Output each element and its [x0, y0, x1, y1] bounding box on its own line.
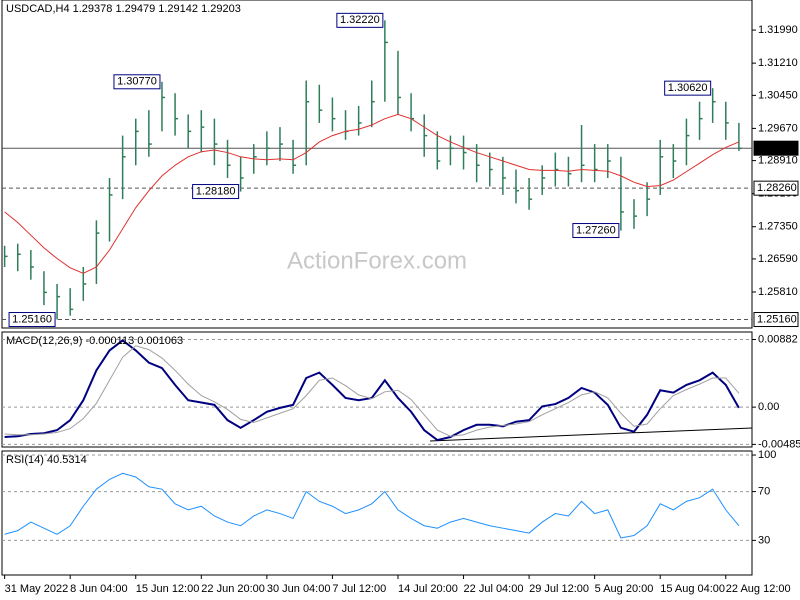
trend-line — [429, 427, 753, 442]
panel-frame — [1, 331, 753, 448]
y-tick-label: 1.31210 — [758, 57, 798, 69]
annotation-box — [8, 312, 56, 328]
x-tick-label: 5 Aug 20:00 — [595, 583, 654, 595]
annotation-box — [572, 223, 620, 239]
x-tick-label: 22 Aug 12:00 — [726, 583, 791, 595]
level-label: 1.29203 — [757, 142, 797, 154]
y-tick-label: 1.27350 — [758, 221, 798, 233]
y-tick-label: 0.00882 — [758, 333, 798, 345]
panel-frame — [1, 0, 753, 329]
y-tick-label: 30 — [758, 534, 770, 546]
panel-title: RSI(14) 40.5314 — [6, 454, 87, 466]
x-tick-label: 15 Jun 12:00 — [136, 583, 200, 595]
y-tick-label: 1.29670 — [758, 122, 798, 134]
annotation-box — [113, 74, 161, 90]
level-label: 1.28260 — [757, 182, 797, 194]
y-tick-label: 70 — [758, 486, 770, 498]
panel-title: USDCAD,H4 1.29378 1.29479 1.29142 1.2920… — [6, 3, 241, 15]
level-label-box — [753, 180, 799, 196]
annotation-label: 1.30620 — [668, 82, 708, 94]
y-tick-label: 100 — [758, 449, 776, 461]
annotation-box — [192, 184, 240, 200]
x-tick-label: 14 Jul 20:00 — [398, 583, 458, 595]
x-tick-label: 29 Jul 12:00 — [529, 583, 589, 595]
level-label-box — [753, 312, 799, 328]
x-tick-label: 22 Jun 20:00 — [201, 583, 265, 595]
annotation-box — [664, 80, 712, 96]
annotation-label: 1.27260 — [576, 224, 616, 236]
level-label-box — [753, 140, 799, 156]
series-line — [4, 339, 740, 442]
level-label: 1.25160 — [757, 313, 797, 325]
annotation-box — [336, 12, 384, 28]
panel-title: MACD(12,26,9) -0.000113 0.001063 — [6, 335, 183, 347]
y-tick-label: 1.31990 — [758, 24, 798, 36]
x-tick-label: 30 Jun 04:00 — [267, 583, 331, 595]
x-tick-label: 8 Jun 04:00 — [70, 583, 128, 595]
moving-average — [4, 113, 740, 274]
x-tick-label: 7 Jul 12:00 — [332, 583, 386, 595]
x-tick-label: 15 Aug 04:00 — [660, 583, 725, 595]
x-tick-label: 31 May 2022 — [5, 583, 69, 595]
series-line — [4, 345, 740, 437]
y-tick-label: 0.00 — [758, 401, 779, 413]
y-tick-label: 1.28910 — [758, 155, 798, 167]
y-tick-label: 1.26590 — [758, 253, 798, 265]
x-tick-label: 22 Jul 04:00 — [464, 583, 524, 595]
y-tick-label: -0.004858 — [758, 438, 800, 450]
series-line — [4, 472, 740, 539]
annotation-label: 1.30770 — [117, 76, 157, 88]
y-tick-label: 1.30450 — [758, 89, 798, 101]
annotation-label: 1.32220 — [340, 14, 380, 26]
watermark: ActionForex.com — [287, 248, 467, 275]
annotation-label: 1.25160 — [12, 313, 52, 325]
annotation-label: 1.28180 — [196, 185, 236, 197]
panel-frame — [1, 450, 753, 576]
y-tick-label: 1.25810 — [758, 286, 798, 298]
